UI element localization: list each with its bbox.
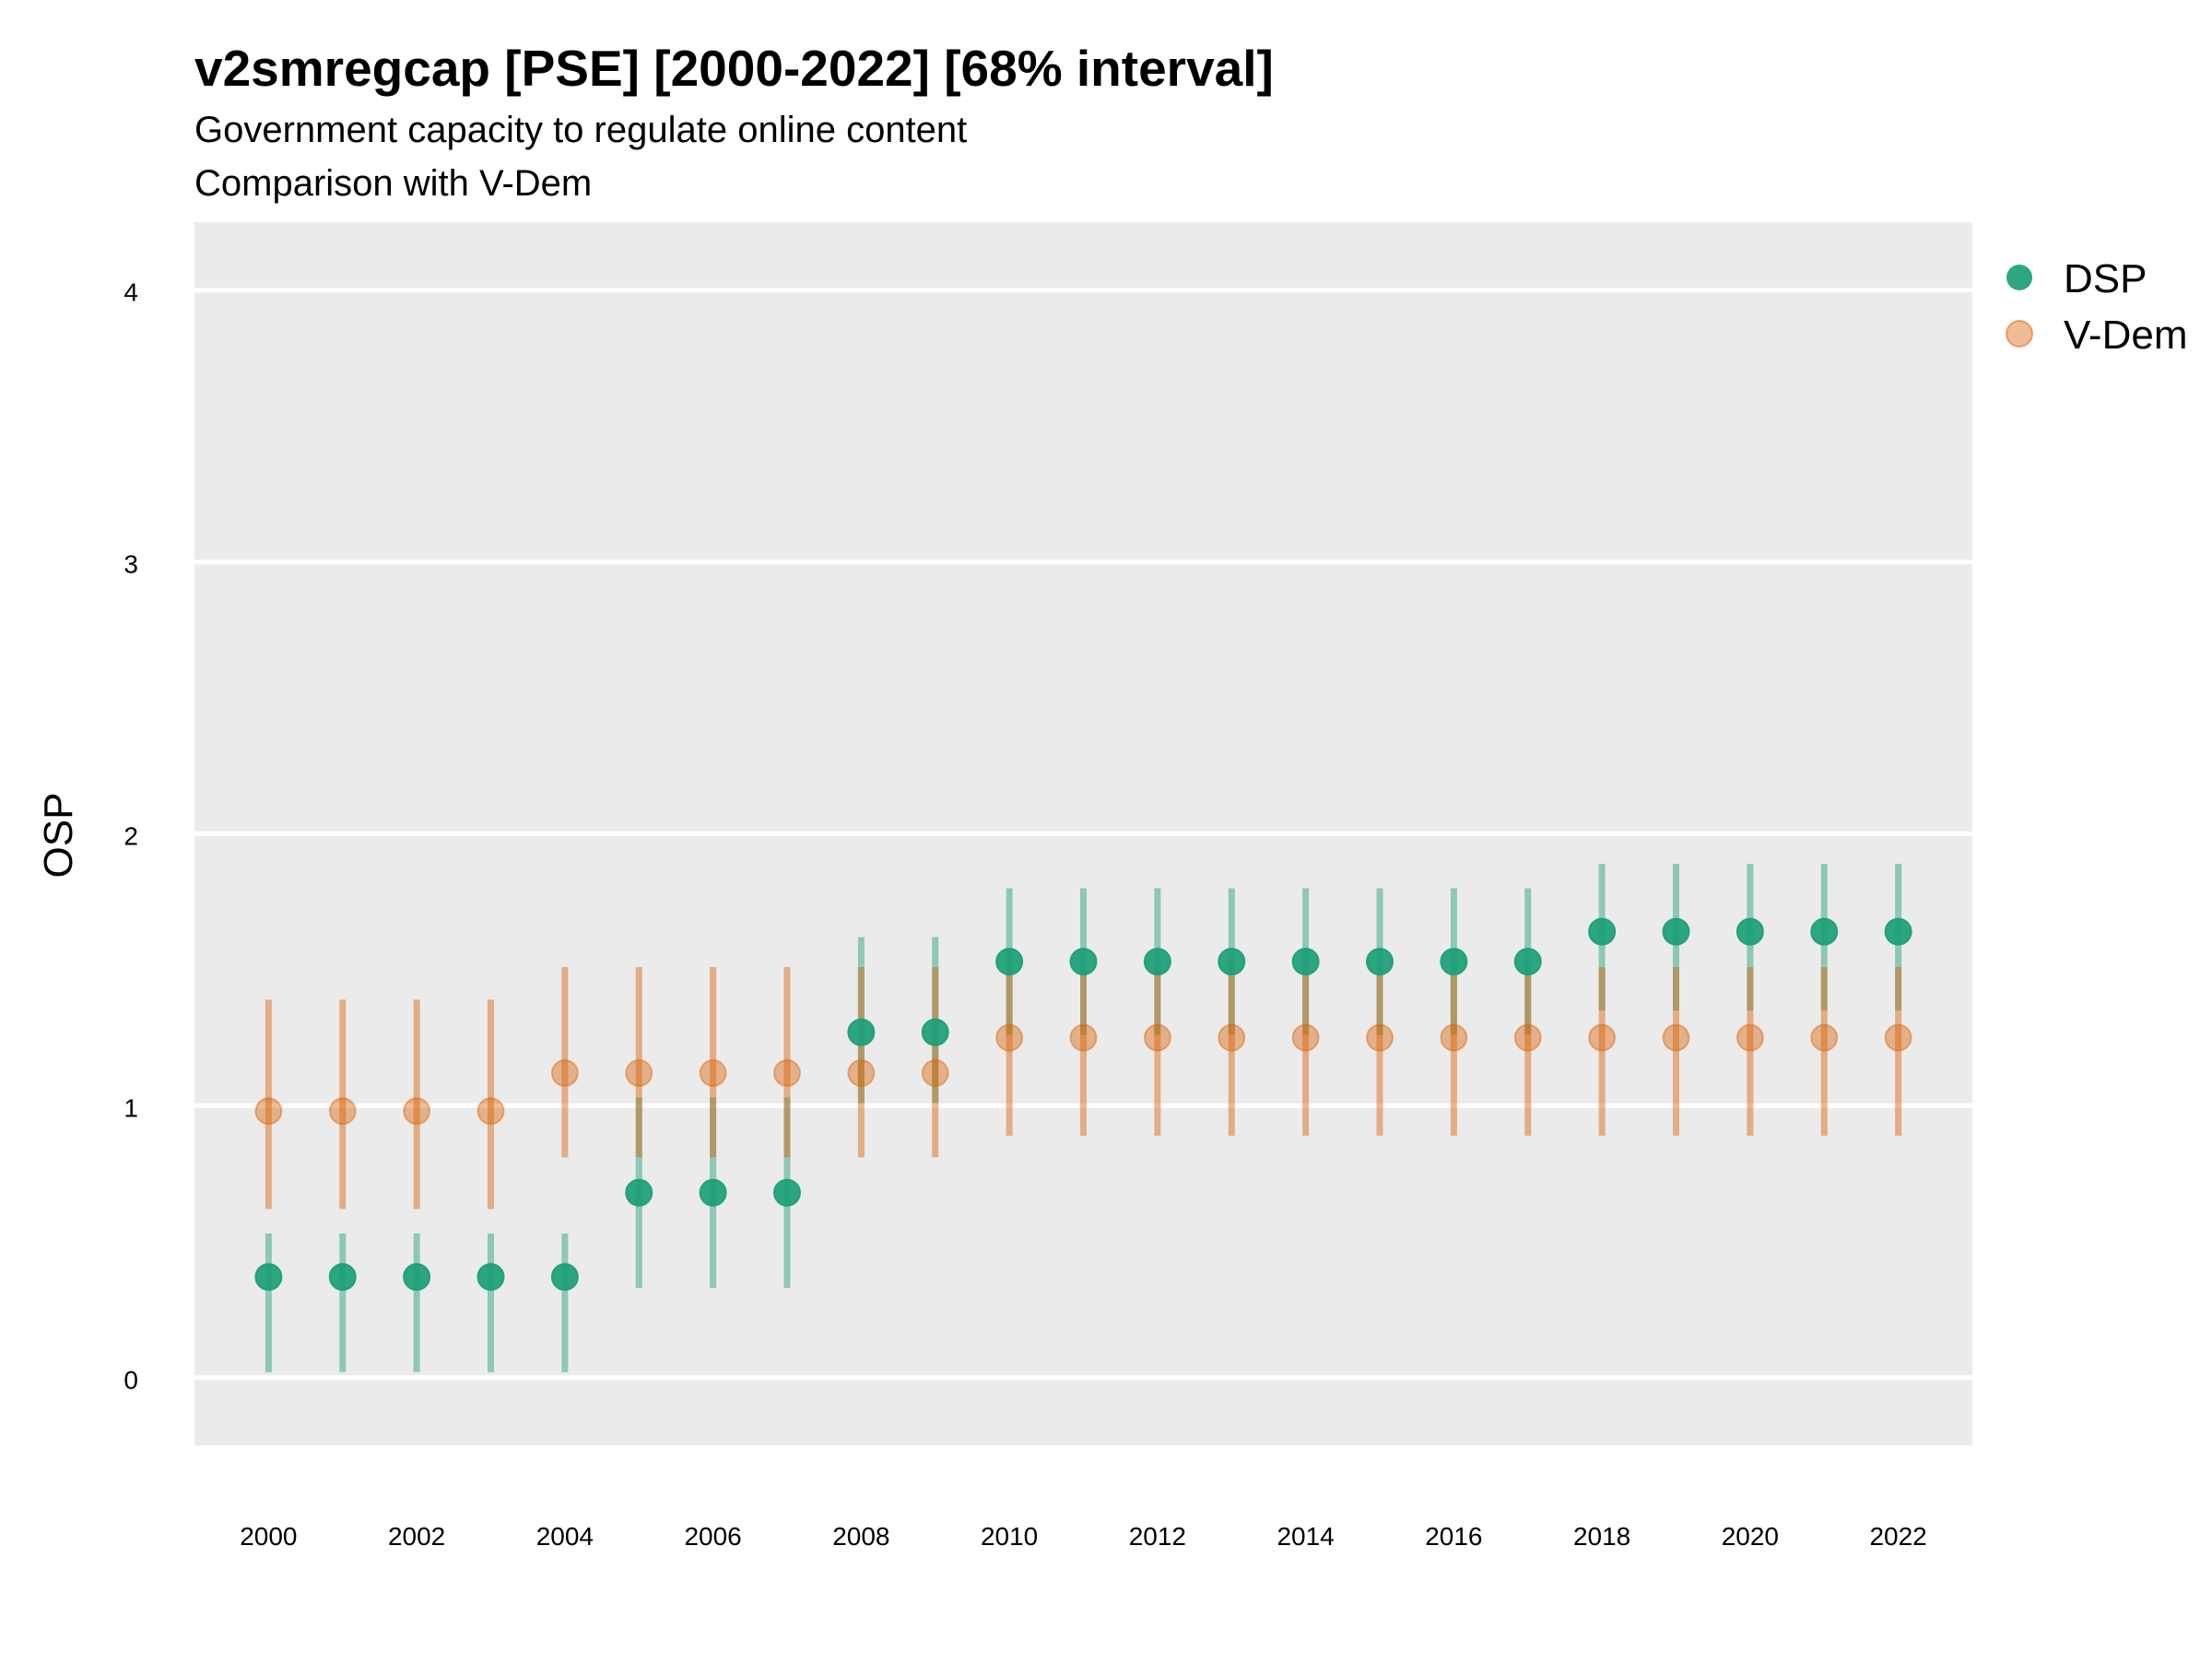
x-axis-ticks: 2000 2002 2004 2006 2008 2010 2012 2014 2016 2018… [240,1522,1927,1551]
point-vdem [699,1059,727,1088]
y-tick-label: 3 [124,550,138,579]
point-dsp [625,1178,653,1207]
point-dsp [1143,948,1171,976]
y-tick-label: 1 [124,1093,138,1122]
point-vdem [1884,1023,1912,1052]
x-tick-label: 2016 [1425,1522,1482,1551]
legend: DSP V-Dem [2006,256,2187,358]
chart-title: v2smregcap [PSE] [2000-2022] [68% interv… [194,40,1274,97]
chart-subtitle-line2: Comparison with V-Dem [194,163,592,204]
point-vdem [1143,1023,1171,1052]
grid-lines [194,288,1972,1380]
x-tick-label: 2020 [1722,1522,1779,1551]
point-vdem [1513,1023,1542,1052]
legend-marker-vdem [2006,320,2033,348]
point-vdem [550,1059,579,1088]
point-dsp [1513,948,1542,976]
point-dsp [921,1018,949,1046]
point-dsp [403,1263,431,1292]
point-dsp [477,1263,505,1292]
point-vdem [1810,1023,1839,1052]
y-tick-label: 4 [124,278,138,307]
point-dsp [328,1263,357,1292]
point-vdem [995,1023,1024,1052]
legend-label-vdem: V-Dem [2064,313,2187,358]
x-tick-label: 2004 [536,1522,594,1551]
y-axis-ticks: 0 1 2 3 4 [124,278,138,1395]
point-vdem [1588,1023,1617,1052]
point-dsp [1218,948,1246,976]
x-tick-label: 2022 [1869,1522,1926,1551]
chart-subtitle-line1: Government capacity to regulate online c… [194,110,967,150]
point-vdem [1291,1023,1320,1052]
x-tick-label: 2000 [240,1522,297,1551]
point-vdem [1735,1023,1764,1052]
x-tick-label: 2014 [1277,1522,1334,1551]
x-tick-label: 2012 [1129,1522,1186,1551]
point-dsp [847,1018,876,1046]
point-vdem [403,1097,431,1126]
point-dsp [699,1178,727,1207]
point-vdem [328,1097,357,1126]
point-dsp [1662,917,1690,946]
point-vdem [1218,1023,1246,1052]
point-dsp [550,1263,579,1292]
y-tick-label: 2 [124,822,138,851]
point-vdem [1366,1023,1394,1052]
point-dsp [995,948,1024,976]
legend-label-dsp: DSP [2064,256,2147,301]
point-vdem [921,1059,949,1088]
x-tick-label: 2008 [832,1522,889,1551]
y-axis-label: OSP [36,793,81,879]
point-dsp [1884,917,1912,946]
y-tick-label: 0 [124,1365,138,1394]
point-vdem [477,1097,505,1126]
point-dsp [1735,917,1764,946]
point-dsp [254,1263,283,1292]
point-dsp [1069,948,1098,976]
point-vdem [847,1059,876,1088]
point-vdem [254,1097,283,1126]
point-vdem [625,1059,653,1088]
data-points [254,917,1912,1292]
point-dsp [1810,917,1839,946]
x-tick-label: 2006 [684,1522,741,1551]
x-tick-label: 2010 [981,1522,1038,1551]
x-tick-label: 2002 [388,1522,445,1551]
point-vdem [1440,1023,1468,1052]
point-dsp [1291,948,1320,976]
point-dsp [1366,948,1394,976]
point-dsp [1440,948,1468,976]
point-vdem [773,1059,801,1088]
point-vdem [1662,1023,1690,1052]
x-tick-label: 2018 [1573,1522,1630,1551]
point-dsp [1588,917,1617,946]
point-dsp [773,1178,801,1207]
point-vdem [1069,1023,1098,1052]
legend-marker-dsp [2006,265,2032,290]
